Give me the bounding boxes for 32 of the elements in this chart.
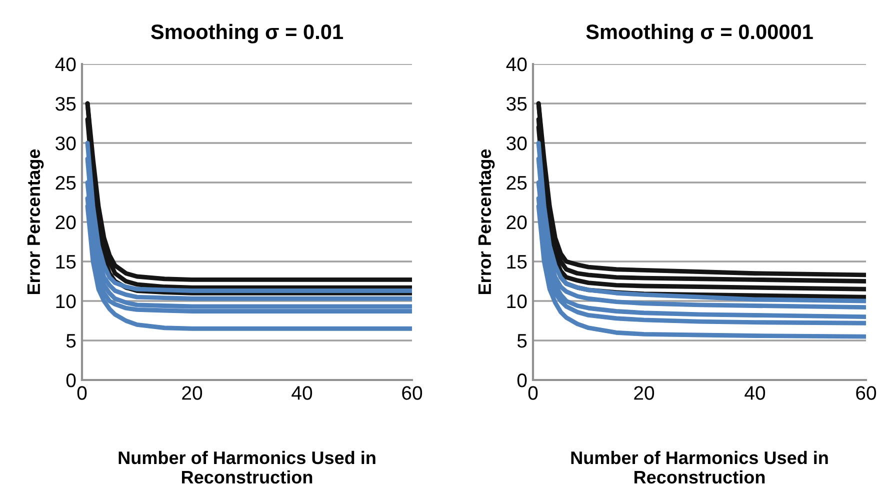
y-tick-label: 35: [506, 96, 527, 111]
x-tick-label: 60: [856, 386, 876, 400]
y-tick-label: 30: [506, 136, 527, 150]
y-tick-label: 5: [66, 334, 76, 348]
y-tick-label: 20: [506, 215, 527, 230]
y-tick-label: 10: [507, 294, 527, 308]
y-tick-label: 25: [56, 176, 76, 190]
y-axis-title: Error Percentage: [478, 149, 495, 294]
chart-title: Smoothing σ = 0.00001: [586, 24, 813, 44]
y-tick-label: 30: [56, 136, 76, 150]
x-tick-label: 20: [634, 386, 654, 400]
y-tick-label: 10: [56, 294, 76, 308]
y-tick-label: 15: [56, 255, 76, 269]
x-tick-label: 40: [744, 386, 766, 400]
x-tick-label: 0: [528, 386, 538, 400]
x-axis-title: Number of Harmonics Used in Reconstruction: [571, 450, 828, 484]
y-tick-label: 40: [55, 57, 76, 72]
y-tick-label: 25: [506, 176, 527, 190]
y-tick-label: 40: [506, 57, 527, 72]
y-tick-label: 0: [517, 373, 527, 388]
y-tick-label: 35: [56, 96, 76, 111]
y-tick-label: 20: [56, 215, 76, 230]
y-tick-label: 0: [66, 373, 76, 388]
y-tick-label: 15: [507, 255, 527, 269]
y-tick-label: 5: [517, 334, 527, 348]
x-axis-title: Number of Harmonics Used in Reconstruction: [118, 450, 376, 484]
x-tick-label: 0: [77, 386, 87, 400]
y-axis-title: Error Percentage: [27, 149, 44, 294]
x-tick-label: 60: [402, 386, 422, 400]
x-tick-label: 20: [182, 386, 202, 400]
chart-title: Smoothing σ = 0.01: [151, 24, 343, 44]
x-tick-label: 40: [292, 386, 312, 400]
